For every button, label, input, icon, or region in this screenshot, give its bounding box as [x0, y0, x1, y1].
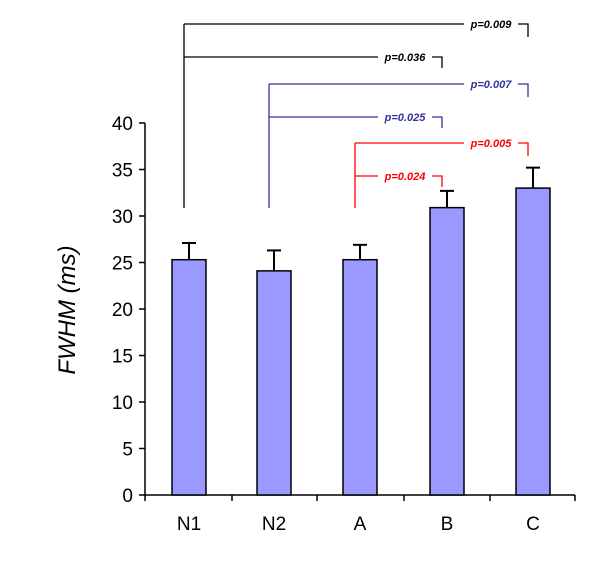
y-tick-label: 15: [112, 347, 133, 368]
y-tick-label: 40: [112, 114, 133, 135]
x-tick-label: N2: [262, 514, 286, 535]
y-tick-label: 20: [112, 300, 133, 321]
bracket-end: [518, 23, 529, 37]
y-tick-label: 35: [112, 161, 133, 182]
p-value-label: p=0.025: [384, 112, 427, 124]
p-value-label: p=0.005: [470, 138, 513, 150]
bar-c: [515, 187, 551, 496]
p-value-label: p=0.024: [384, 171, 426, 183]
p-value-label: p=0.009: [470, 19, 513, 31]
bar-a: [342, 258, 378, 496]
bar-n2: [256, 270, 292, 496]
bracket-end: [518, 142, 529, 156]
y-tick-label: 5: [122, 440, 133, 461]
bracket-end: [432, 175, 443, 187]
y-tick-label: 30: [112, 207, 133, 228]
y-tick-label: 25: [112, 254, 133, 275]
y-axis-label: FWHM (ms): [54, 245, 81, 374]
bracket-end: [432, 56, 443, 68]
p-value-label: p=0.007: [470, 79, 513, 91]
x-tick-label: A: [354, 514, 367, 535]
y-tick-label: 10: [112, 393, 133, 414]
y-tick-label: 0: [122, 486, 133, 507]
p-value-label: p=0.036: [384, 52, 427, 64]
x-tick-label: C: [526, 514, 540, 535]
bar-b: [429, 206, 465, 496]
x-tick-label: B: [441, 514, 454, 535]
x-tick-label: N1: [177, 514, 201, 535]
bracket-end: [518, 83, 529, 97]
bracket-end: [432, 116, 443, 128]
bar-n1: [171, 258, 207, 496]
